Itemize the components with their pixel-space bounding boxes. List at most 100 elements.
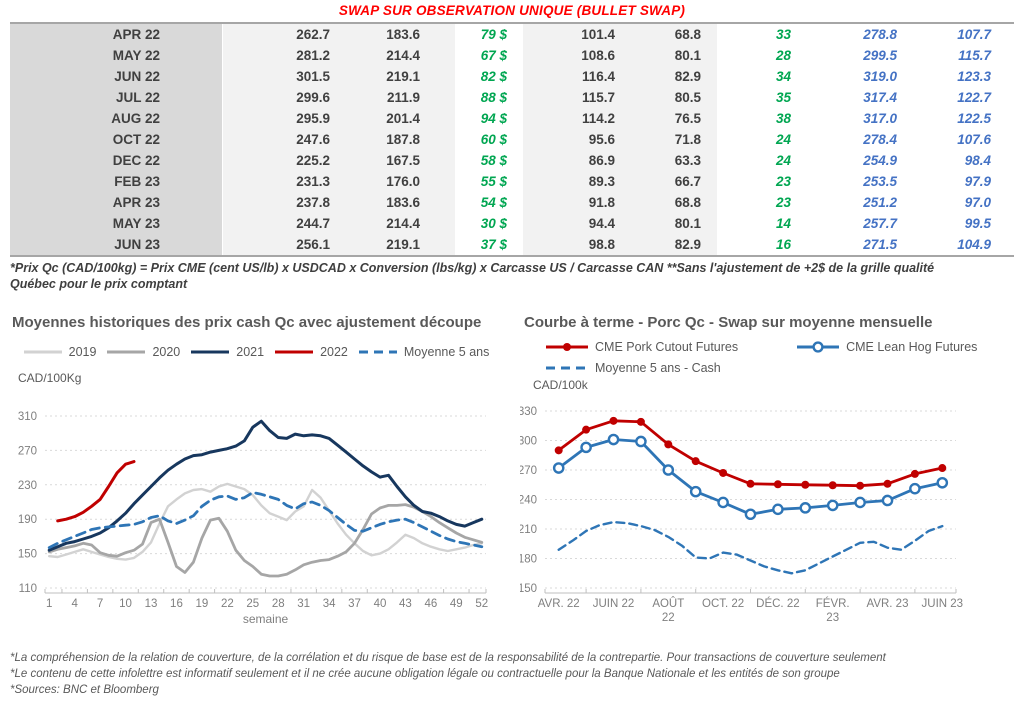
svg-text:JUIN 23: JUIN 23	[922, 598, 964, 610]
cell-value: 24	[775, 132, 791, 147]
svg-text:34: 34	[323, 598, 336, 610]
svg-text:230: 230	[18, 480, 37, 492]
cell-month: JUN 22	[114, 69, 160, 84]
cell-value: 271.5	[863, 237, 897, 252]
cell-value: 68.8	[674, 195, 701, 210]
svg-text:4: 4	[71, 598, 78, 610]
cell-value: 91.8	[588, 195, 615, 210]
table-row: MAY 22 281.2 214.4 67 $ 108.6 80.1 28 299.5 115.…	[10, 45, 1014, 66]
svg-text:43: 43	[399, 598, 412, 610]
legend-label: 2021	[236, 345, 265, 359]
cell-value: 299.6	[296, 90, 330, 105]
cell-value: 244.7	[296, 216, 330, 231]
table-footnote-line2: Québec pour le prix comptant	[10, 277, 188, 292]
table-row: APR 22 262.7 183.6 79 $ 101.4 68.8 33 278.8 107.…	[10, 24, 1014, 45]
cell-value: 24	[775, 153, 791, 168]
legend-item: Moyenne 5 ans - Cash	[545, 361, 721, 375]
cell-value: 23	[775, 174, 791, 189]
historical-chart-legend: 2019 2020 2021 2022 Moyenne 5 ans	[10, 345, 502, 359]
legend-swatch-icon	[191, 350, 230, 354]
disclaimer-line1: *La compréhension de la relation de couv…	[10, 652, 886, 664]
cell-value: 30 $	[480, 216, 507, 231]
disclaimer-footnotes: *La compréhension de la relation de couv…	[10, 651, 1018, 699]
table-row: OCT 22 247.6 187.8 60 $ 95.6 71.8 24 278.4 107.6	[10, 129, 1014, 150]
table-row: DEC 22 225.2 167.5 58 $ 86.9 63.3 24 254.9 98.4	[10, 150, 1014, 171]
cell-value: 66.7	[674, 174, 701, 189]
cell-month: APR 22	[112, 27, 160, 42]
cell-value: 16	[775, 237, 791, 252]
svg-text:16: 16	[170, 598, 183, 610]
svg-text:270: 270	[18, 445, 37, 457]
cell-value: 183.6	[386, 195, 420, 210]
cell-value: 214.4	[386, 48, 420, 63]
svg-text:180: 180	[520, 554, 537, 566]
cell-month: OCT 22	[112, 132, 160, 147]
svg-text:semaine: semaine	[243, 612, 289, 626]
cell-value: 101.4	[581, 27, 615, 42]
table-row: JUN 23 256.1 219.1 37 $ 98.8 82.9 16 271.5 104.9	[10, 234, 1014, 255]
cell-value: 108.6	[581, 48, 615, 63]
cell-value: 251.2	[863, 195, 897, 210]
legend-label: CME Lean Hog Futures	[846, 340, 978, 354]
cell-value: 38	[775, 111, 791, 126]
cell-value: 253.5	[863, 174, 897, 189]
cell-value: 319.0	[863, 69, 897, 84]
svg-text:310: 310	[18, 411, 37, 423]
svg-text:22: 22	[221, 598, 234, 610]
table-month-column-background	[10, 24, 222, 255]
cell-value: 187.8	[386, 132, 420, 147]
cell-value: 211.9	[386, 90, 420, 105]
cell-value: 114.2	[581, 111, 615, 126]
cell-value: 115.7	[958, 48, 991, 63]
cell-value: 14	[775, 216, 791, 231]
svg-text:49: 49	[450, 598, 463, 610]
cell-value: 247.6	[296, 132, 330, 147]
cell-value: 94.4	[588, 216, 615, 231]
table-row: JUN 22 301.5 219.1 82 $ 116.4 82.9 34 319.0 123.…	[10, 66, 1014, 87]
table-stripe-background-2	[523, 24, 717, 255]
cell-value: 262.7	[296, 27, 330, 42]
svg-text:1: 1	[46, 598, 52, 610]
cell-month: MAY 22	[112, 48, 160, 63]
cell-value: 33	[775, 27, 791, 42]
cell-value: 183.6	[386, 27, 420, 42]
sources-line: *Sources: BNC et Bloomberg	[10, 683, 159, 696]
cell-value: 79 $	[480, 27, 507, 42]
cell-value: 176.0	[386, 174, 420, 189]
cell-value: 89.3	[588, 174, 615, 189]
table-row: MAY 23 244.7 214.4 30 $ 94.4 80.1 14 257.7 99.5	[10, 213, 1014, 234]
cell-value: 123.3	[957, 69, 991, 84]
svg-text:7: 7	[97, 598, 103, 610]
cell-month: MAY 23	[112, 216, 160, 231]
cell-month: DEC 22	[112, 153, 160, 168]
cell-value: 88 $	[480, 90, 507, 105]
cell-month: JUN 23	[114, 237, 160, 252]
cell-value: 116.4	[581, 69, 615, 84]
cell-value: 23	[775, 195, 791, 210]
svg-text:46: 46	[424, 598, 437, 610]
legend-item: CME Lean Hog Futures	[796, 340, 977, 354]
svg-text:330: 330	[520, 406, 537, 418]
svg-text:13: 13	[145, 598, 158, 610]
svg-text:37: 37	[348, 598, 361, 610]
cell-value: 122.7	[957, 90, 991, 105]
cell-value: 86.9	[588, 153, 615, 168]
legend-swatch-icon	[797, 341, 840, 353]
svg-text:52: 52	[475, 598, 488, 610]
cell-value: 98.4	[964, 153, 991, 168]
cell-value: 95.6	[588, 132, 615, 147]
cell-value: 301.5	[296, 69, 330, 84]
legend-label: Moyenne 5 ans	[403, 345, 490, 359]
svg-text:FÉVR.: FÉVR.	[816, 597, 850, 610]
cell-value: 231.3	[296, 174, 330, 189]
swap-table: APR 22 262.7 183.6 79 $ 101.4 68.8 33 278.8 107.…	[10, 22, 1014, 257]
svg-text:31: 31	[297, 598, 310, 610]
legend-swatch-icon	[546, 343, 588, 351]
historical-chart-y-unit: CAD/100Kg	[18, 371, 82, 385]
table-stripe-background-1	[223, 24, 455, 255]
svg-text:AVR. 22: AVR. 22	[538, 598, 580, 610]
page-title: SWAP SUR OBSERVATION UNIQUE (BULLET SWAP…	[338, 3, 686, 18]
cell-value: 55 $	[480, 174, 507, 189]
cell-value: 167.5	[386, 153, 420, 168]
